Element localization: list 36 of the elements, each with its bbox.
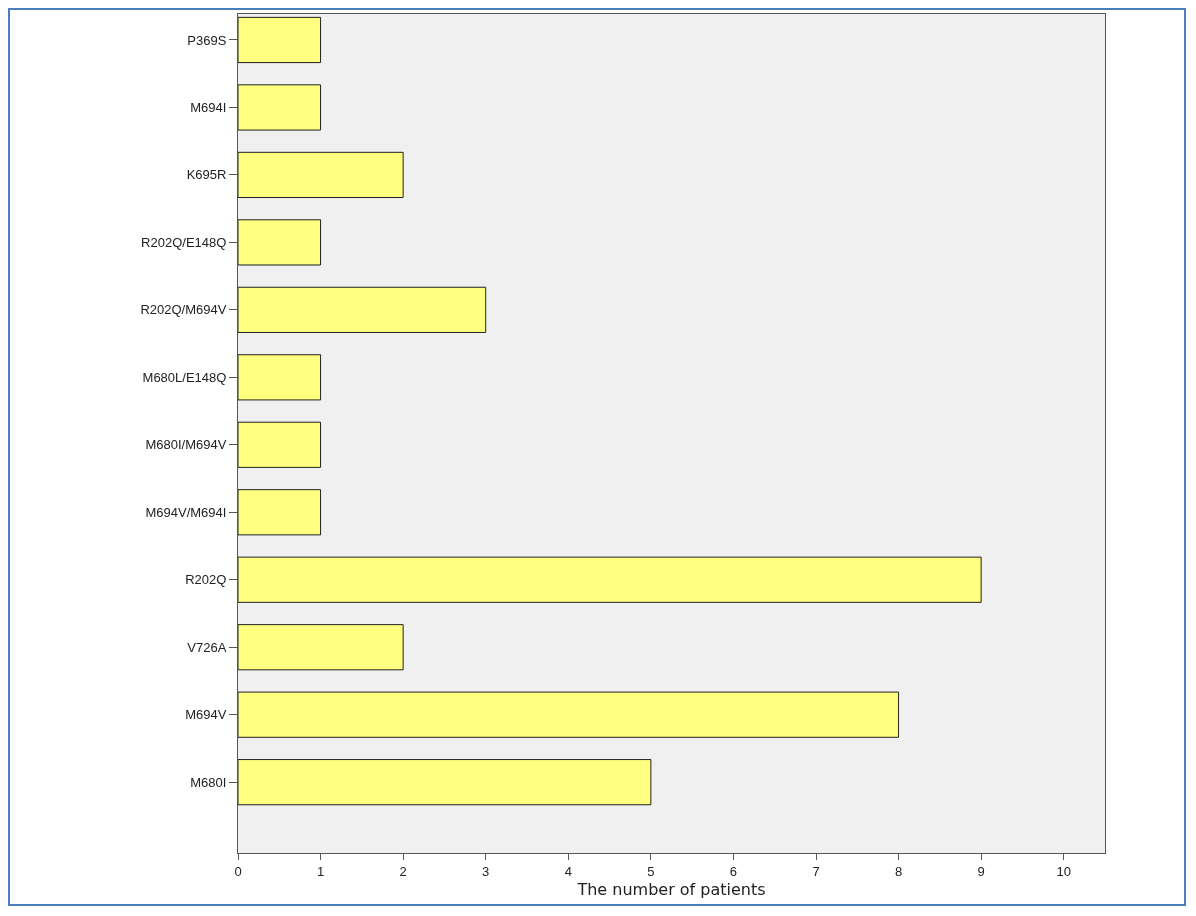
x-tick-label: 10 [1056,863,1071,879]
x-tick-label: 1 [316,863,325,879]
bar [238,84,322,131]
y-tick-label: M694V/M694I [145,504,227,520]
y-tick-label: R202Q [185,572,227,588]
y-tick-label: M694V [185,707,227,723]
bar [238,151,404,199]
bar [238,489,322,536]
x-tick-label: 5 [647,863,655,879]
bar [238,624,404,671]
x-tick-label: 6 [729,863,738,879]
bar [238,691,900,738]
x-axis-title: The number of patients [576,880,766,900]
y-tick-label: R202Q/E148Q [141,234,227,250]
bar [238,286,487,333]
bar [238,354,322,401]
x-tick-label: 9 [977,863,985,879]
bar [238,219,322,266]
x-tick-label: 2 [399,863,407,879]
x-tick-label: 3 [482,863,490,879]
y-tick-label: M694I [190,100,227,115]
y-tick-label: M680L/E148Q [142,369,227,385]
x-tick-label: 7 [812,863,820,879]
x-tick-label: 0 [234,863,242,879]
x-tick-label: 8 [894,863,903,879]
y-tick-label: M680I [190,774,227,790]
x-tick-label: 4 [564,863,572,879]
y-tick-label: V726A [187,639,227,655]
y-tick-label: R202Q/M694V [140,302,227,318]
y-tick-label: M680I/M694V [145,437,227,453]
bar [238,556,982,603]
bar [238,759,652,806]
bar [238,16,322,64]
bar [238,421,322,468]
y-tick-label: K695R [186,167,227,183]
y-tick-label: P369S [187,32,227,48]
